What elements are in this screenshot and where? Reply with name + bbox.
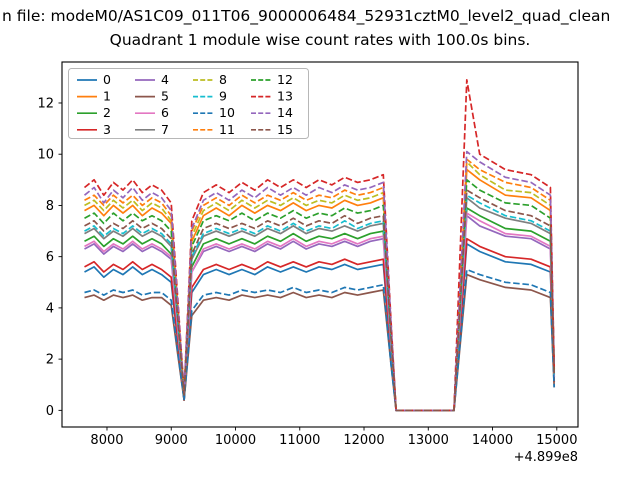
legend-label-15: 15 (277, 122, 293, 137)
y-tick-label: 8 (46, 199, 54, 214)
x-tick-label: 8000 (90, 433, 123, 448)
legend-label-9: 9 (219, 89, 227, 104)
legend-box (68, 68, 309, 139)
x-tick-label: 14000 (472, 433, 513, 448)
x-tick-label: 13000 (408, 433, 449, 448)
legend-label-13: 13 (277, 89, 293, 104)
legend-label-12: 12 (277, 72, 293, 87)
y-tick-label: 4 (46, 301, 54, 316)
axes-title: Quadrant 1 module wise count rates with … (109, 31, 531, 49)
y-tick-label: 12 (37, 96, 54, 111)
y-tick-label: 10 (37, 148, 54, 163)
x-axis-offset-label: +4.899e8 (514, 450, 578, 465)
series-line-14 (83, 150, 556, 412)
axes-frame (61, 61, 579, 428)
series-line-13 (83, 79, 556, 412)
series-line-12 (84, 178, 556, 412)
legend-label-8: 8 (219, 72, 227, 87)
legend-label-3: 3 (103, 122, 111, 137)
legend-label-7: 7 (161, 122, 169, 137)
y-tick-label: 0 (46, 404, 54, 419)
series-line-2 (84, 207, 556, 412)
x-tick-label: 10000 (215, 433, 256, 448)
series-line-6 (84, 212, 556, 412)
legend-label-10: 10 (219, 105, 235, 120)
legend-label-2: 2 (103, 105, 111, 120)
legend-label-1: 1 (103, 89, 111, 104)
series-line-0 (84, 243, 556, 412)
x-tick-label: 15000 (536, 433, 577, 448)
legend-label-0: 0 (103, 72, 111, 87)
series-line-10 (84, 268, 556, 412)
legend-label-11: 11 (219, 122, 235, 137)
figure-suptitle: n file: modeM0/AS1C09_011T06_9000006484_… (2, 7, 611, 25)
series-line-15 (84, 189, 556, 412)
x-tick-label: 9000 (155, 433, 188, 448)
legend-label-5: 5 (161, 89, 169, 104)
series-line-11 (84, 158, 556, 412)
legend-label-14: 14 (277, 105, 293, 120)
x-tick-label: 12000 (343, 433, 384, 448)
series-line-3 (84, 237, 556, 412)
y-tick-label: 6 (46, 250, 54, 265)
legend-label-4: 4 (161, 72, 169, 87)
series-line-5 (84, 273, 556, 412)
y-tick-label: 2 (46, 353, 54, 368)
legend-label-6: 6 (161, 105, 169, 120)
x-tick-label: 11000 (279, 433, 320, 448)
